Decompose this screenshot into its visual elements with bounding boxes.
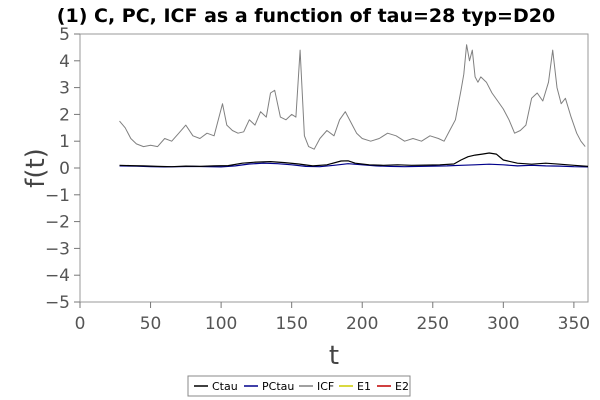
series-line-ctau <box>119 152 589 168</box>
y-tick-label: −4 <box>45 266 70 286</box>
series-line-icf <box>119 44 586 150</box>
x-tick-label: 250 <box>417 314 449 334</box>
y-tick-label: 3 <box>59 79 70 99</box>
x-tick-label: 300 <box>487 314 519 334</box>
x-axis: 0 50 100 150 200 250 300 350 <box>75 302 590 334</box>
legend-label-e1: E1 <box>357 380 371 393</box>
x-tick-label: 350 <box>558 314 590 334</box>
legend-label-ctau: Ctau <box>212 380 238 393</box>
y-tick-label: −3 <box>45 239 70 259</box>
x-axis-label: t <box>329 341 339 371</box>
y-tick-label: 5 <box>59 25 70 45</box>
legend: Ctau PCtau ICF E1 E2 <box>187 375 411 397</box>
y-tick-label: −1 <box>45 186 70 206</box>
y-tick-label: 1 <box>59 132 70 152</box>
plot-border <box>79 33 589 303</box>
series-layer <box>119 44 589 168</box>
y-tick-label: 2 <box>59 105 70 125</box>
y-tick-label: 0 <box>59 159 70 179</box>
legend-label-pctau: PCtau <box>262 380 294 393</box>
y-tick-label: 4 <box>59 52 70 72</box>
chart-title: (1) C, PC, ICF as a function of tau=28 t… <box>57 5 555 27</box>
legend-label-icf: ICF <box>317 380 334 393</box>
y-axis: 5 4 3 2 1 0 −1 −2 −3 −4 −5 <box>45 25 80 313</box>
x-tick-label: 200 <box>346 314 378 334</box>
x-tick-label: 0 <box>75 314 86 334</box>
x-tick-label: 150 <box>275 314 307 334</box>
y-axis-label: f(t) <box>21 148 51 188</box>
y-tick-label: −2 <box>45 213 70 233</box>
x-tick-label: 100 <box>205 314 237 334</box>
legend-label-e2: E2 <box>395 380 409 393</box>
x-tick-label: 50 <box>140 314 162 334</box>
plot-area <box>79 33 589 303</box>
y-tick-label: −5 <box>45 293 70 313</box>
